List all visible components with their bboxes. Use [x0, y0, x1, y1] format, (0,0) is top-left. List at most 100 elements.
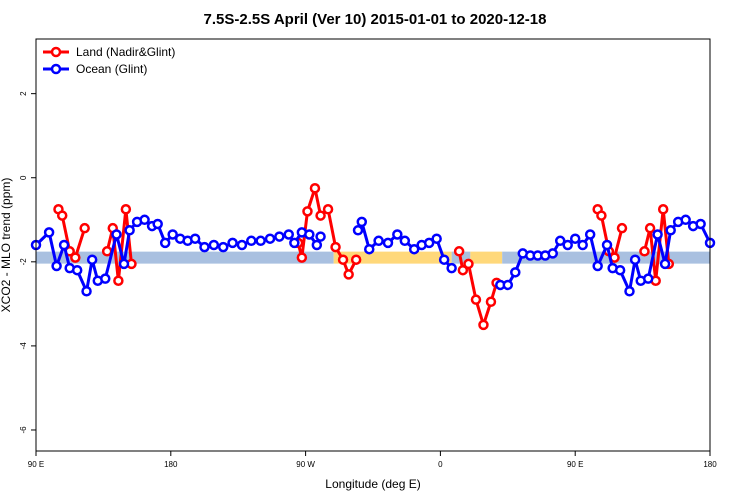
- ocean-data-point: [601, 239, 613, 251]
- ocean-data-point: [382, 237, 394, 249]
- land-data-point: [330, 241, 341, 253]
- legend-land-marker: [50, 46, 62, 58]
- land-data-point: [309, 182, 321, 194]
- land-data-point: [657, 204, 669, 215]
- land-data-point: [470, 294, 482, 305]
- ocean-data-point: [680, 214, 691, 226]
- ocean-data-point: [118, 258, 130, 270]
- ocean-data-point: [562, 239, 573, 251]
- ocean-data-point: [86, 254, 98, 265]
- land-data-point: [337, 254, 349, 265]
- ocean-data-point: [431, 233, 442, 244]
- land-data-point: [616, 222, 628, 234]
- ocean-data-point: [208, 239, 220, 251]
- land-data-point: [70, 252, 81, 263]
- ocean-data-point: [554, 235, 566, 247]
- ocean-data-point: [139, 214, 150, 226]
- x-axis-label: Longitude (deg E): [325, 477, 420, 491]
- legend-ocean-marker: [50, 63, 62, 75]
- ocean-data-point: [569, 233, 581, 244]
- ocean-data-point: [577, 239, 588, 251]
- ocean-data-point: [652, 229, 663, 240]
- x-tick-label: 90 E: [28, 460, 44, 469]
- y-tick-label: 2: [19, 91, 28, 96]
- x-tick-label: 0: [438, 460, 443, 469]
- ocean-data-point: [614, 264, 626, 276]
- ocean-data-point: [392, 229, 403, 240]
- land-data-point: [478, 319, 489, 331]
- land-data-point: [315, 210, 326, 221]
- land-data-point: [350, 254, 362, 265]
- land-data-point: [644, 222, 656, 234]
- chart-title: 7.5S-2.5S April (Ver 10) 2015-01-01 to 2…: [204, 11, 547, 28]
- land-data-point: [322, 204, 334, 215]
- ocean-data-point: [152, 218, 163, 230]
- ocean-data-point: [199, 241, 210, 253]
- ocean-data-point: [315, 231, 326, 242]
- ocean-data-point: [227, 237, 238, 249]
- land-data-point: [56, 210, 68, 221]
- land-data-point: [485, 296, 497, 308]
- ocean-data-point: [217, 241, 229, 253]
- ocean-data-point: [438, 254, 450, 265]
- ocean-data-point: [51, 260, 62, 272]
- ocean-data-point: [189, 233, 201, 244]
- ocean-data-point: [446, 262, 457, 274]
- ocean-data-point: [236, 239, 248, 251]
- ocean-data-point: [124, 225, 135, 236]
- land-data-point: [113, 275, 124, 286]
- ocean-data-point: [642, 273, 654, 284]
- land-data-point: [639, 246, 650, 257]
- land-data-point: [296, 252, 308, 263]
- ocean-data-point: [592, 260, 603, 272]
- ocean-data-point: [502, 279, 514, 291]
- y-axis: 2 0 -2 -4 -6: [19, 91, 36, 434]
- ocean-data-point: [159, 237, 171, 249]
- ocean-data-point: [264, 233, 276, 244]
- ocean-data-point: [399, 235, 411, 247]
- ocean-data-point: [364, 243, 375, 255]
- plot-area: [30, 182, 716, 331]
- ocean-data-point: [352, 225, 364, 236]
- ocean-data-point: [356, 216, 368, 228]
- land-data-point: [79, 222, 90, 234]
- ocean-data-point: [408, 243, 420, 255]
- y-tick-label: -4: [19, 342, 28, 350]
- ocean-data-point: [111, 229, 122, 240]
- y-tick-label: -6: [19, 426, 28, 434]
- ocean-data-point: [289, 237, 300, 249]
- ocean-data-point: [81, 285, 92, 297]
- ocean-data-point: [167, 229, 178, 240]
- ocean-data-point: [629, 254, 641, 265]
- y-tick-label: 0: [19, 175, 28, 180]
- ocean-data-point: [71, 264, 83, 276]
- ocean-data-point: [547, 248, 558, 259]
- land-data-point: [453, 246, 465, 257]
- ocean-data-point: [665, 225, 676, 236]
- land-data-point: [457, 264, 469, 276]
- ocean-data-point: [423, 237, 435, 249]
- ocean-data-point: [58, 239, 70, 251]
- land-data-point: [463, 258, 474, 270]
- x-tick-label: 90 E: [567, 460, 583, 469]
- y-axis-label: XCO2 - MLO trend (ppm): [0, 178, 13, 313]
- ocean-data-point: [624, 285, 635, 297]
- legend-ocean-label: Ocean (Glint): [76, 62, 147, 76]
- ocean-data-point: [584, 229, 596, 240]
- land-data-point: [120, 204, 132, 215]
- legend-land-label: Land (Nadir&Glint): [76, 45, 175, 59]
- x-tick-label: 90 W: [296, 460, 315, 469]
- ocean-data-point: [304, 229, 315, 240]
- x-axis: 90 E 180 90 W 0 90 E 180: [28, 451, 717, 469]
- ocean-data-point: [274, 231, 285, 242]
- ocean-data-point: [311, 239, 323, 251]
- legend: Land (Nadir&Glint) Ocean (Glint): [43, 45, 175, 76]
- ocean-data-point: [659, 258, 671, 270]
- ocean-data-point: [100, 273, 111, 284]
- ocean-data-point: [695, 218, 706, 230]
- ocean-data-point: [373, 235, 384, 247]
- ocean-data-point: [43, 227, 55, 238]
- ocean-data-point: [510, 267, 521, 278]
